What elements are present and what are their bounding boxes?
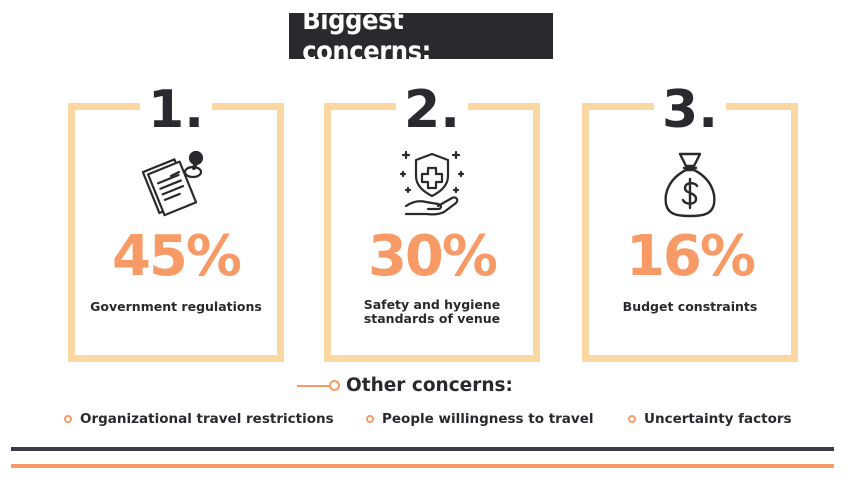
page-title: Biggest concerns:: [302, 5, 431, 67]
percent-value: 16%: [625, 224, 756, 289]
bullet-icon: [329, 380, 340, 391]
rank-number: 2.: [331, 80, 533, 140]
list-item-label: Organizational travel restrictions: [80, 411, 334, 427]
concern-card-1: 1. 45% Government regulations: [68, 80, 284, 362]
other-concerns-heading: Other concerns:: [297, 375, 513, 396]
other-concerns-list: Organizational travel restrictions Peopl…: [0, 411, 851, 431]
footer-divider-orange: [11, 464, 834, 468]
title-banner: Biggest concerns:: [289, 5, 553, 67]
bullet-icon: [628, 415, 636, 423]
list-item: Uncertainty factors: [628, 411, 792, 427]
list-item-label: People willingness to travel: [382, 411, 594, 427]
list-item: People willingness to travel: [366, 411, 594, 427]
footer-divider-dark: [11, 447, 834, 451]
money-bag-icon: [589, 148, 791, 220]
divider-line: [297, 384, 329, 387]
concern-label: Government regulations: [90, 299, 262, 314]
bullet-icon: [366, 415, 374, 423]
bullet-icon: [64, 415, 72, 423]
concern-card-3: 3. 16% Budget constraints: [582, 80, 798, 362]
concern-label: Safety and hygiene standards of venue: [363, 297, 501, 326]
rank-number: 3.: [589, 80, 791, 140]
concern-label: Budget constraints: [622, 299, 758, 314]
health-shield-hand-icon: [331, 148, 533, 220]
list-item-label: Uncertainty factors: [644, 411, 792, 427]
percent-value: 30%: [367, 224, 498, 289]
list-item: Organizational travel restrictions: [64, 411, 334, 427]
rank-number: 1.: [75, 80, 277, 140]
clipboard-stamp-icon: [75, 148, 277, 220]
other-concerns-title: Other concerns:: [346, 375, 513, 396]
concern-card-2: 2. 30% Safety and hygiene standards of v…: [324, 80, 540, 362]
percent-value: 45%: [111, 224, 242, 289]
